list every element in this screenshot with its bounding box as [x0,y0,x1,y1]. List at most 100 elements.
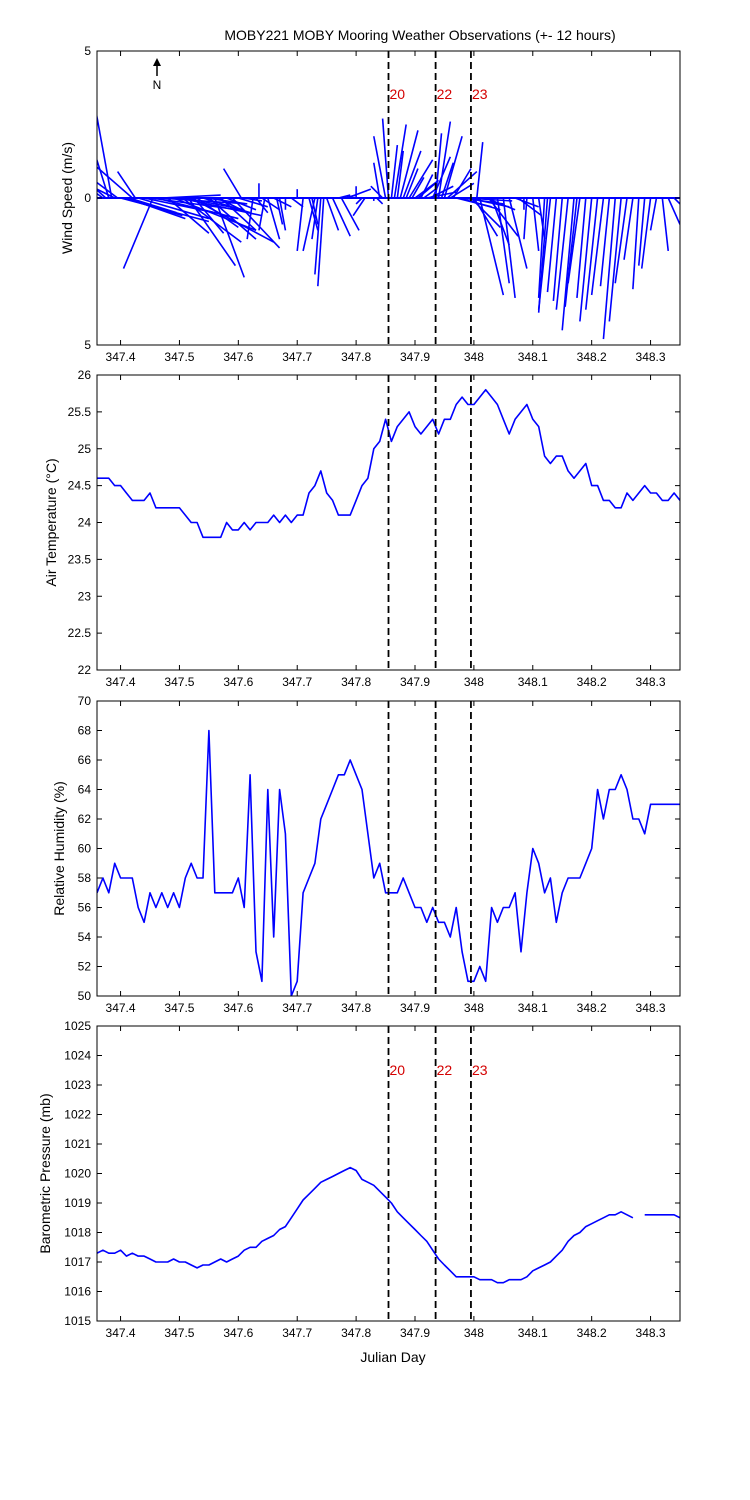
wind-stick [258,197,266,231]
x-tick-label: 348 [464,1001,484,1015]
y-tick-label: 23 [78,589,92,603]
x-axis-title: Julian Day [360,1349,425,1365]
y-tick-label: 68 [78,724,92,738]
wind-stick [599,197,611,287]
wind-stick [370,185,384,199]
wind-stick [296,197,304,252]
x-tick-label: 347.5 [164,350,194,364]
y-tick-label: 1019 [64,1196,91,1210]
y-tick-label: 1021 [64,1137,91,1151]
x-tick-label: 348.2 [577,1001,607,1015]
wind-stick [290,197,304,208]
x-tick-label: 347.7 [282,1001,312,1015]
y-tick-label: 1016 [64,1285,91,1299]
x-tick-label: 348.2 [577,1326,607,1340]
x-tick-label: 347.6 [223,1001,253,1015]
wind-stick [314,197,322,275]
wind-stick [649,197,658,231]
wind-stick [623,197,634,260]
y-tick-label: 25 [78,442,92,456]
y-tick-label: 56 [78,901,92,915]
x-tick-label: 348 [464,1326,484,1340]
wind-stick [267,197,281,240]
wind-stick [470,197,501,228]
wind-stick [567,197,581,284]
wind-stick [126,197,186,220]
wind-stick [381,118,390,199]
x-tick-label: 347.8 [341,1001,371,1015]
x-tick-label: 347.8 [341,675,371,689]
y-tick-label: 52 [78,960,92,974]
x-tick-label: 347.5 [164,1001,194,1015]
wind-stick [275,197,284,225]
y-tick-label: 22 [78,663,92,677]
wind-stick [420,174,434,199]
north-label: N [153,78,162,92]
x-tick-label: 348.1 [518,350,548,364]
y-axis-title: Relative Humidity (%) [51,781,67,916]
wind-stick [208,197,257,240]
y-tick-label: 5 [84,44,91,58]
y-tick-label: 62 [78,812,92,826]
wind-stick [97,112,113,199]
wind-stick [214,197,245,278]
wind-stick [608,197,622,322]
wind-stick [552,197,564,301]
wind-stick [311,197,319,240]
x-tick-label: 348.2 [577,675,607,689]
y-tick-label: 1024 [64,1049,91,1063]
event-label: 23 [472,1062,488,1078]
x-tick-label: 347.7 [282,350,312,364]
north-arrow-icon [153,58,161,76]
x-tick-label: 347.4 [106,350,136,364]
y-tick-label: 70 [78,694,92,708]
y-tick-label: 1025 [64,1019,91,1033]
y-tick-label: 0 [84,191,91,205]
x-tick-label: 347.5 [164,1326,194,1340]
wind-series [97,112,680,340]
wind-stick [97,166,133,199]
y-tick-label: 25.5 [68,405,92,419]
wind-stick [637,197,646,266]
y-axis-title: Barometric Pressure (mb) [37,1093,53,1253]
x-tick-label: 347.5 [164,675,194,689]
y-tick-label: 1023 [64,1078,91,1092]
wind-stick [399,130,419,199]
y-tick-label: 64 [78,783,92,797]
wind-stick [355,197,363,205]
wind-stick [331,197,351,237]
wind-stick [640,197,652,269]
wind-stick [458,197,501,211]
wind-stick [537,197,546,240]
wind-stick [661,197,670,252]
event-label: 20 [390,86,406,102]
wind-stick [97,181,119,199]
pressure-series [97,1166,680,1284]
wind-stick [508,197,528,269]
wind-stick [346,188,372,199]
y-tick-label: 66 [78,753,92,767]
y-axis-title: Wind Speed (m/s) [59,142,75,254]
x-tick-label: 347.6 [223,675,253,689]
air-temperature-panel: 22 22.5 23 23.5 24 24.5 25 25.5 26 347.4 347.5 347.… [43,368,681,689]
wind-stick [196,197,239,229]
x-tick-label: 348.1 [518,675,548,689]
wind-speed-panel: 20 22 23 5 0 5 347.4 347.5 347.6 347.7 347.8 347.9 3… [59,44,681,364]
wind-stick [352,197,366,217]
wind-stick [537,197,546,299]
wind-stick [517,197,543,217]
x-tick-label: 348.1 [518,1001,548,1015]
y-tick-label: 22.5 [68,626,92,640]
wind-stick [546,197,558,293]
event-label: 22 [437,86,453,102]
event-label: 20 [390,1062,406,1078]
y-tick-label: 26 [78,368,92,382]
x-tick-label: 347.9 [400,1326,430,1340]
x-tick-label: 348.3 [636,1326,666,1340]
wind-stick [97,197,98,198]
x-tick-label: 347.9 [400,1001,430,1015]
x-tick-label: 348.1 [518,1326,548,1340]
y-tick-label: 1017 [64,1255,91,1269]
x-tick-label: 347.8 [341,350,371,364]
wind-stick [390,144,399,199]
